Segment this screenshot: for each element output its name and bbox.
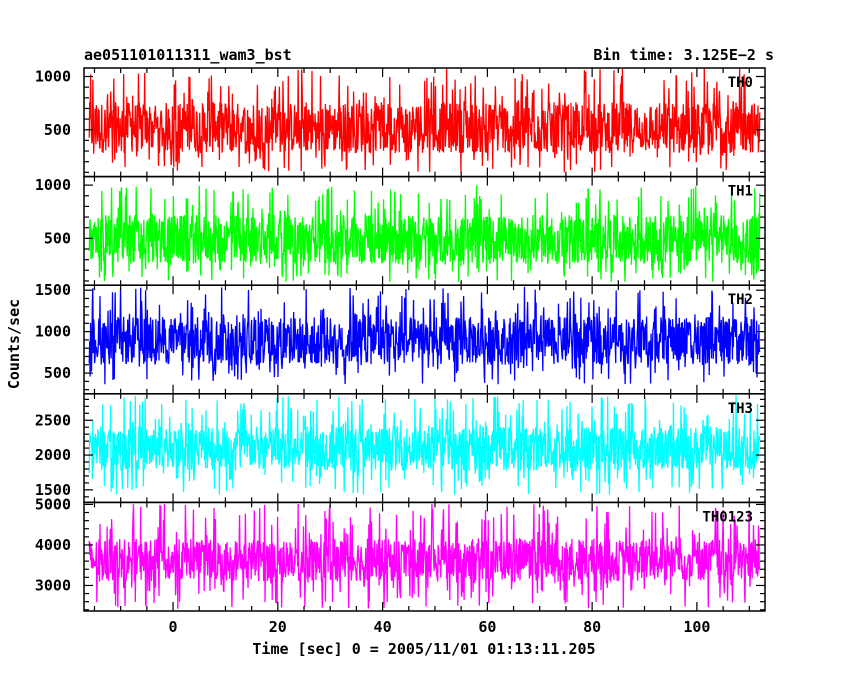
y-tick-label: 5000: [35, 495, 71, 513]
y-axis-label: Counts/sec: [5, 299, 23, 389]
y-tick-label: 2000: [35, 446, 71, 464]
panel-label-th0: TH0: [728, 75, 753, 91]
panel-label-th3: TH3: [728, 401, 753, 417]
y-tick-label: 500: [44, 364, 71, 382]
panel-label-th1: TH1: [728, 184, 753, 200]
x-axis-label: Time [sec] 0 = 2005/11/01 01:13:11.205: [252, 640, 595, 658]
panel-label-th2: TH2: [728, 292, 753, 308]
panel-th1: 500 1000 TH1: [35, 175, 766, 286]
x-tick-label: 60: [478, 618, 496, 636]
panels: 500 1000 TH0 500 1000 TH1 500 1000 1500 TH2 1500 20…: [35, 67, 766, 612]
y-tick-label: 500: [44, 229, 71, 247]
chart-title: ae051101011311_wam3_bst: [84, 46, 292, 64]
y-tick-label: 1500: [35, 281, 71, 299]
y-tick-label: 3000: [35, 576, 71, 594]
x-tick-label: 40: [374, 618, 392, 636]
y-tick-label: 1000: [35, 323, 71, 341]
x-tick-label: 80: [583, 618, 601, 636]
x-tick-label: 0: [169, 618, 178, 636]
series-th3-line: [88, 395, 761, 495]
y-tick-label: 4000: [35, 536, 71, 554]
series-th0-line: [88, 68, 761, 173]
bin-time-label: Bin time: 3.125E−2 s: [593, 46, 774, 64]
y-tick-label: 500: [44, 121, 71, 139]
panel-label-th0123: TH0123: [702, 509, 753, 525]
y-tick-label: 1500: [35, 481, 71, 499]
panel-th2: 500 1000 1500 TH2: [35, 281, 766, 395]
x-tick-label: 20: [269, 618, 287, 636]
series-th0123-line: [88, 503, 761, 609]
panel-frame: [83, 501, 766, 612]
x-tick-labels: 0 20 40 60 80 100: [169, 618, 711, 636]
panel-th0123: 3000 4000 5000 TH0123: [35, 495, 766, 612]
y-tick-label: 1000: [35, 68, 71, 86]
series-th1-line: [88, 185, 761, 283]
series-th2-line: [88, 286, 761, 385]
x-tick-label: 100: [683, 618, 710, 636]
panel-th3: 1500 2000 2500 TH3: [35, 393, 766, 504]
y-tick-label: 2500: [35, 411, 71, 429]
panel-th0: 500 1000 TH0: [35, 67, 766, 178]
y-tick-label: 1000: [35, 176, 71, 194]
